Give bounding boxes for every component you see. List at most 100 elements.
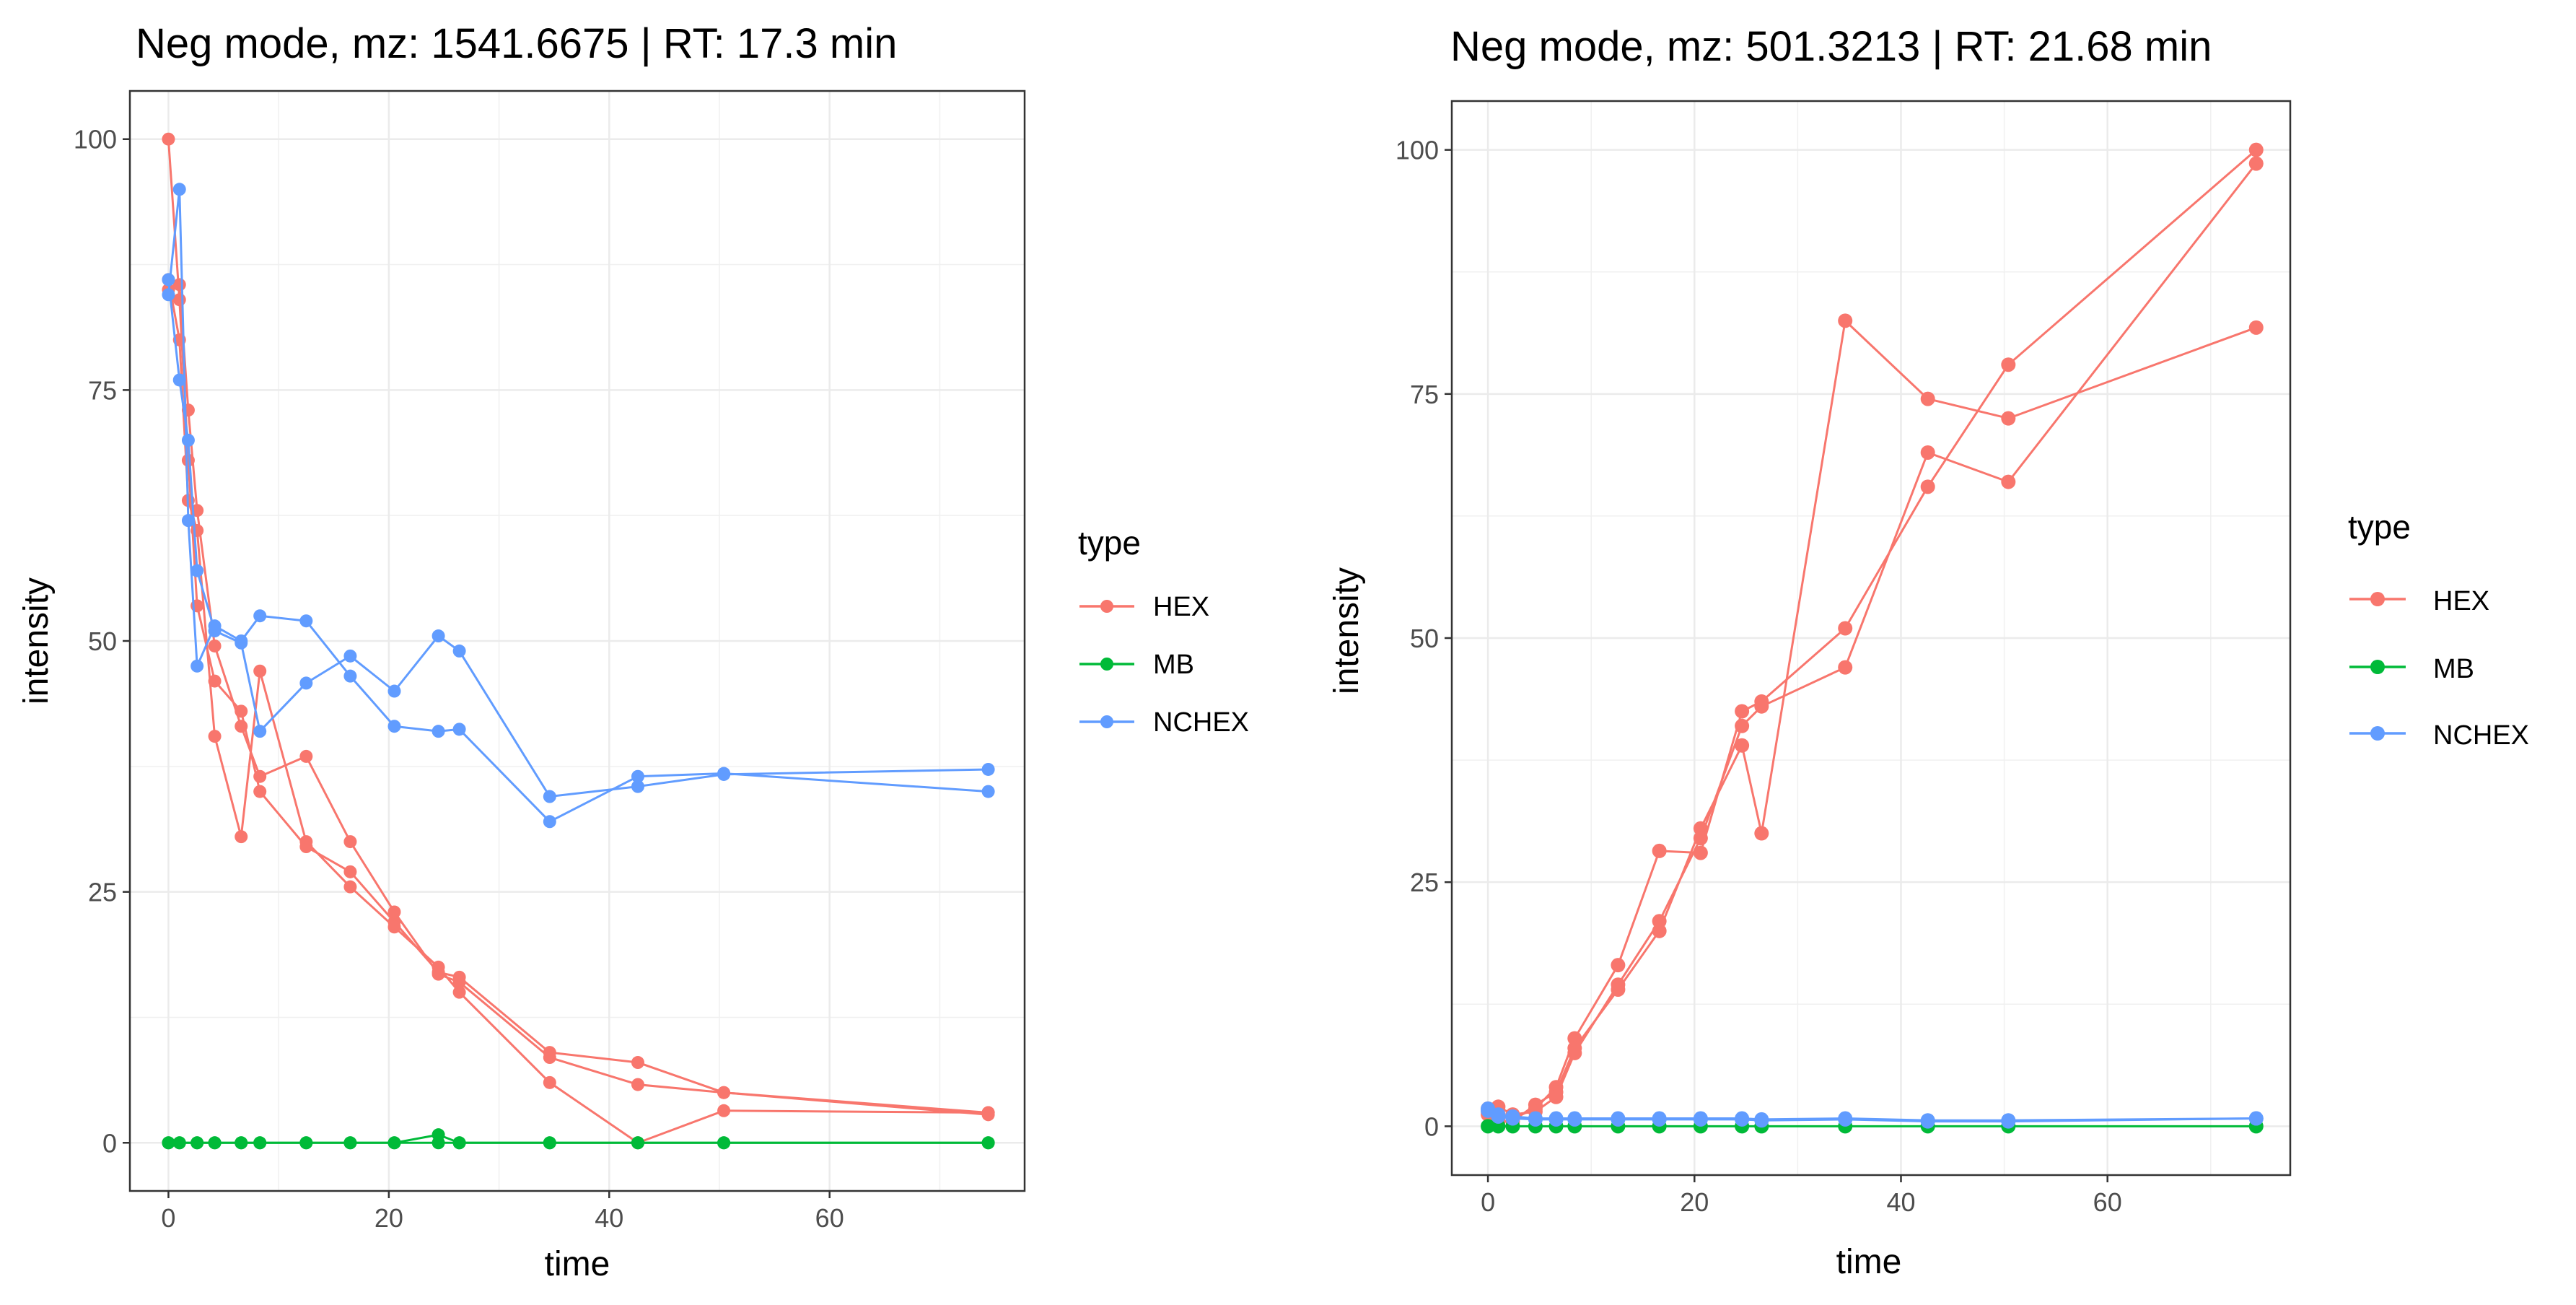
legend-2-entry-nchex: NCHEX [2349,720,2529,751]
chart-1-title: Neg mode, mz: 1541.6675 | RT: 17.3 min [136,20,897,67]
data-point-nchex [2248,1111,2264,1126]
data-point-hex [1567,1045,1582,1060]
x-tick-label: 40 [1886,1187,1915,1217]
data-point-hex [2001,474,2016,489]
data-point-hex [717,1104,731,1117]
data-point-nchex [299,614,313,628]
data-point-hex [1920,479,1935,494]
legend-2-nchex-key-point [2370,726,2385,741]
data-point-hex [631,1056,644,1070]
data-point-mb [543,1136,556,1150]
chart-2-axis-ticks: 0 20 40 60 0 25 50 75 100 [1396,136,2122,1217]
data-point-nchex [190,659,204,673]
data-point-hex [253,785,267,798]
data-point-mb [190,1136,204,1150]
data-point-hex [1611,977,1626,992]
data-point-hex [1652,914,1667,929]
legend-1: type HEX MB NCHEX [1078,524,1249,738]
data-point-nchex [387,684,401,698]
x-tick-label: 40 [595,1203,623,1233]
data-point-hex [981,1108,995,1122]
legend-2-entry-mb: MB [2349,654,2474,684]
data-point-hex [1754,826,1769,841]
legend-1-entry-hex: HEX [1079,592,1209,622]
data-point-mb [343,1136,357,1150]
data-point-nchex [387,720,401,733]
y-tick-label: 50 [88,627,117,656]
chart-1: Neg mode, mz: 1541.6675 | RT: 17.3 min 0… [17,20,1026,1283]
data-point-nchex [717,767,731,781]
data-point-mb [631,1136,644,1150]
data-point-hex [1735,718,1750,733]
data-point-hex [190,524,204,538]
data-point-nchex [299,676,313,690]
data-point-nchex [2001,1114,2016,1129]
data-point-nchex [162,273,175,287]
chart-1-axis-ticks: 0 20 40 60 0 25 50 75 100 [74,125,844,1233]
legend-2-hex-key-point [2370,592,2385,606]
series-nchex-6 [1481,1103,2264,1129]
y-tick-label: 0 [102,1128,117,1158]
data-point-mb [452,1136,466,1150]
chart-2-y-axis-title: intensity [1328,567,1366,694]
data-point-nchex [431,629,445,643]
data-point-nchex [1693,1112,1708,1127]
data-point-hex [717,1086,731,1099]
chart-2-plot: 0 20 40 60 0 25 50 75 100 [1396,100,2292,1217]
data-point-hex [253,664,267,678]
y-tick-label: 25 [88,878,117,907]
data-point-hex [387,920,401,934]
x-tick-label: 60 [2093,1187,2122,1217]
legend-2: type HEX MB NCHEX [2348,508,2529,751]
data-point-mb [717,1136,731,1150]
data-point-mb [387,1136,401,1150]
x-tick-label: 60 [815,1203,844,1233]
data-point-nchex [1920,1114,1935,1129]
series-hex-3 [162,278,995,1122]
data-point-mb [1481,1119,1496,1134]
y-tick-label: 75 [1410,380,1439,409]
x-tick-label: 20 [1680,1187,1709,1217]
data-point-hex [253,769,267,783]
data-point-hex [208,674,222,688]
data-point-hex [2248,156,2264,171]
data-point-hex [1838,313,1853,328]
y-tick-label: 100 [1396,136,1439,165]
chart-1-plot: 0 20 40 60 0 25 50 75 100 [74,90,1026,1233]
data-point-nchex [543,815,556,829]
data-point-nchex [1652,1112,1667,1127]
legend-1-hex-key-point [1100,600,1113,613]
data-point-nchex [172,183,186,196]
chart-2-title: Neg mode, mz: 501.3213 | RT: 21.68 min [1450,23,2212,70]
data-point-hex [2248,320,2264,335]
data-point-mb [981,1136,995,1150]
y-tick-label: 75 [88,375,117,405]
data-point-hex [2001,411,2016,426]
data-point-nchex [1505,1111,1520,1126]
data-point-nchex [631,780,644,793]
data-point-hex [235,830,248,844]
data-point-hex [2248,142,2264,157]
chart-1-x-axis-title: time [545,1245,610,1283]
data-point-mb [253,1136,267,1150]
data-point-hex [387,905,401,919]
series-nchex-7 [162,273,995,803]
data-point-hex [162,132,175,146]
data-point-mb [208,1136,222,1150]
data-point-hex [208,639,222,652]
data-point-nchex [1754,1113,1769,1128]
data-point-hex [631,1078,644,1091]
data-point-hex [1548,1089,1564,1104]
data-point-nchex [181,514,195,528]
x-tick-label: 20 [374,1203,403,1233]
data-point-hex [299,835,313,849]
legend-1-nchex-label: NCHEX [1153,707,1249,738]
data-point-nchex [181,433,195,447]
data-point-hex [1693,831,1708,846]
legend-1-entry-nchex: NCHEX [1079,707,1249,738]
data-point-nchex [343,649,357,663]
data-point-hex [1611,958,1626,973]
data-point-nchex [1528,1112,1543,1127]
data-point-hex [1838,621,1853,636]
